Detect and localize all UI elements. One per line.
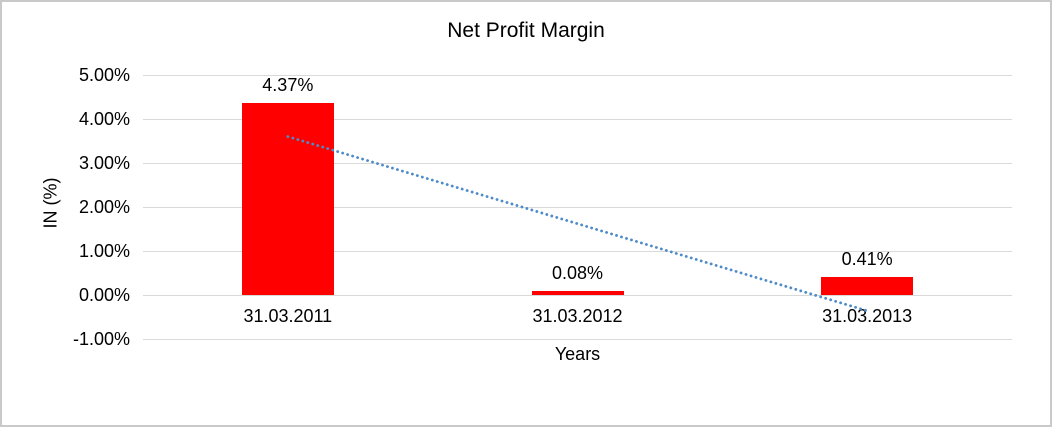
data-label: 0.41%	[841, 248, 893, 269]
y-axis-tick-label: 0.00%	[78, 285, 130, 305]
x-axis-category-label: 31.03.2013	[822, 306, 913, 326]
y-axis-tick-label: 3.00%	[78, 153, 130, 173]
chart-title: Net Profit Margin	[447, 19, 605, 42]
gridline	[143, 339, 1012, 340]
y-axis-tick-label: -1.00%	[72, 329, 130, 349]
gridline	[143, 75, 1012, 76]
y-axis-tick-label: 2.00%	[78, 197, 130, 217]
bar-31.03.2011	[241, 102, 334, 295]
y-axis-title-text: IN (%)	[40, 177, 61, 229]
x-axis-category-label: 31.03.2011	[243, 306, 333, 326]
y-axis-tick-label: 4.00%	[78, 109, 130, 129]
y-axis-tick-label: 5.00%	[78, 65, 130, 85]
bar-31.03.2012	[531, 291, 624, 295]
bar-31.03.2013	[821, 276, 914, 295]
x-axis-title: Years	[554, 344, 601, 364]
gridline	[143, 295, 1012, 296]
x-axis-category-label: 31.03.2012	[532, 306, 623, 326]
data-label: 0.08%	[551, 263, 604, 284]
y-axis-tick-label: 1.00%	[78, 241, 130, 261]
gridline	[143, 119, 1012, 120]
data-label: 4.37%	[262, 74, 314, 95]
